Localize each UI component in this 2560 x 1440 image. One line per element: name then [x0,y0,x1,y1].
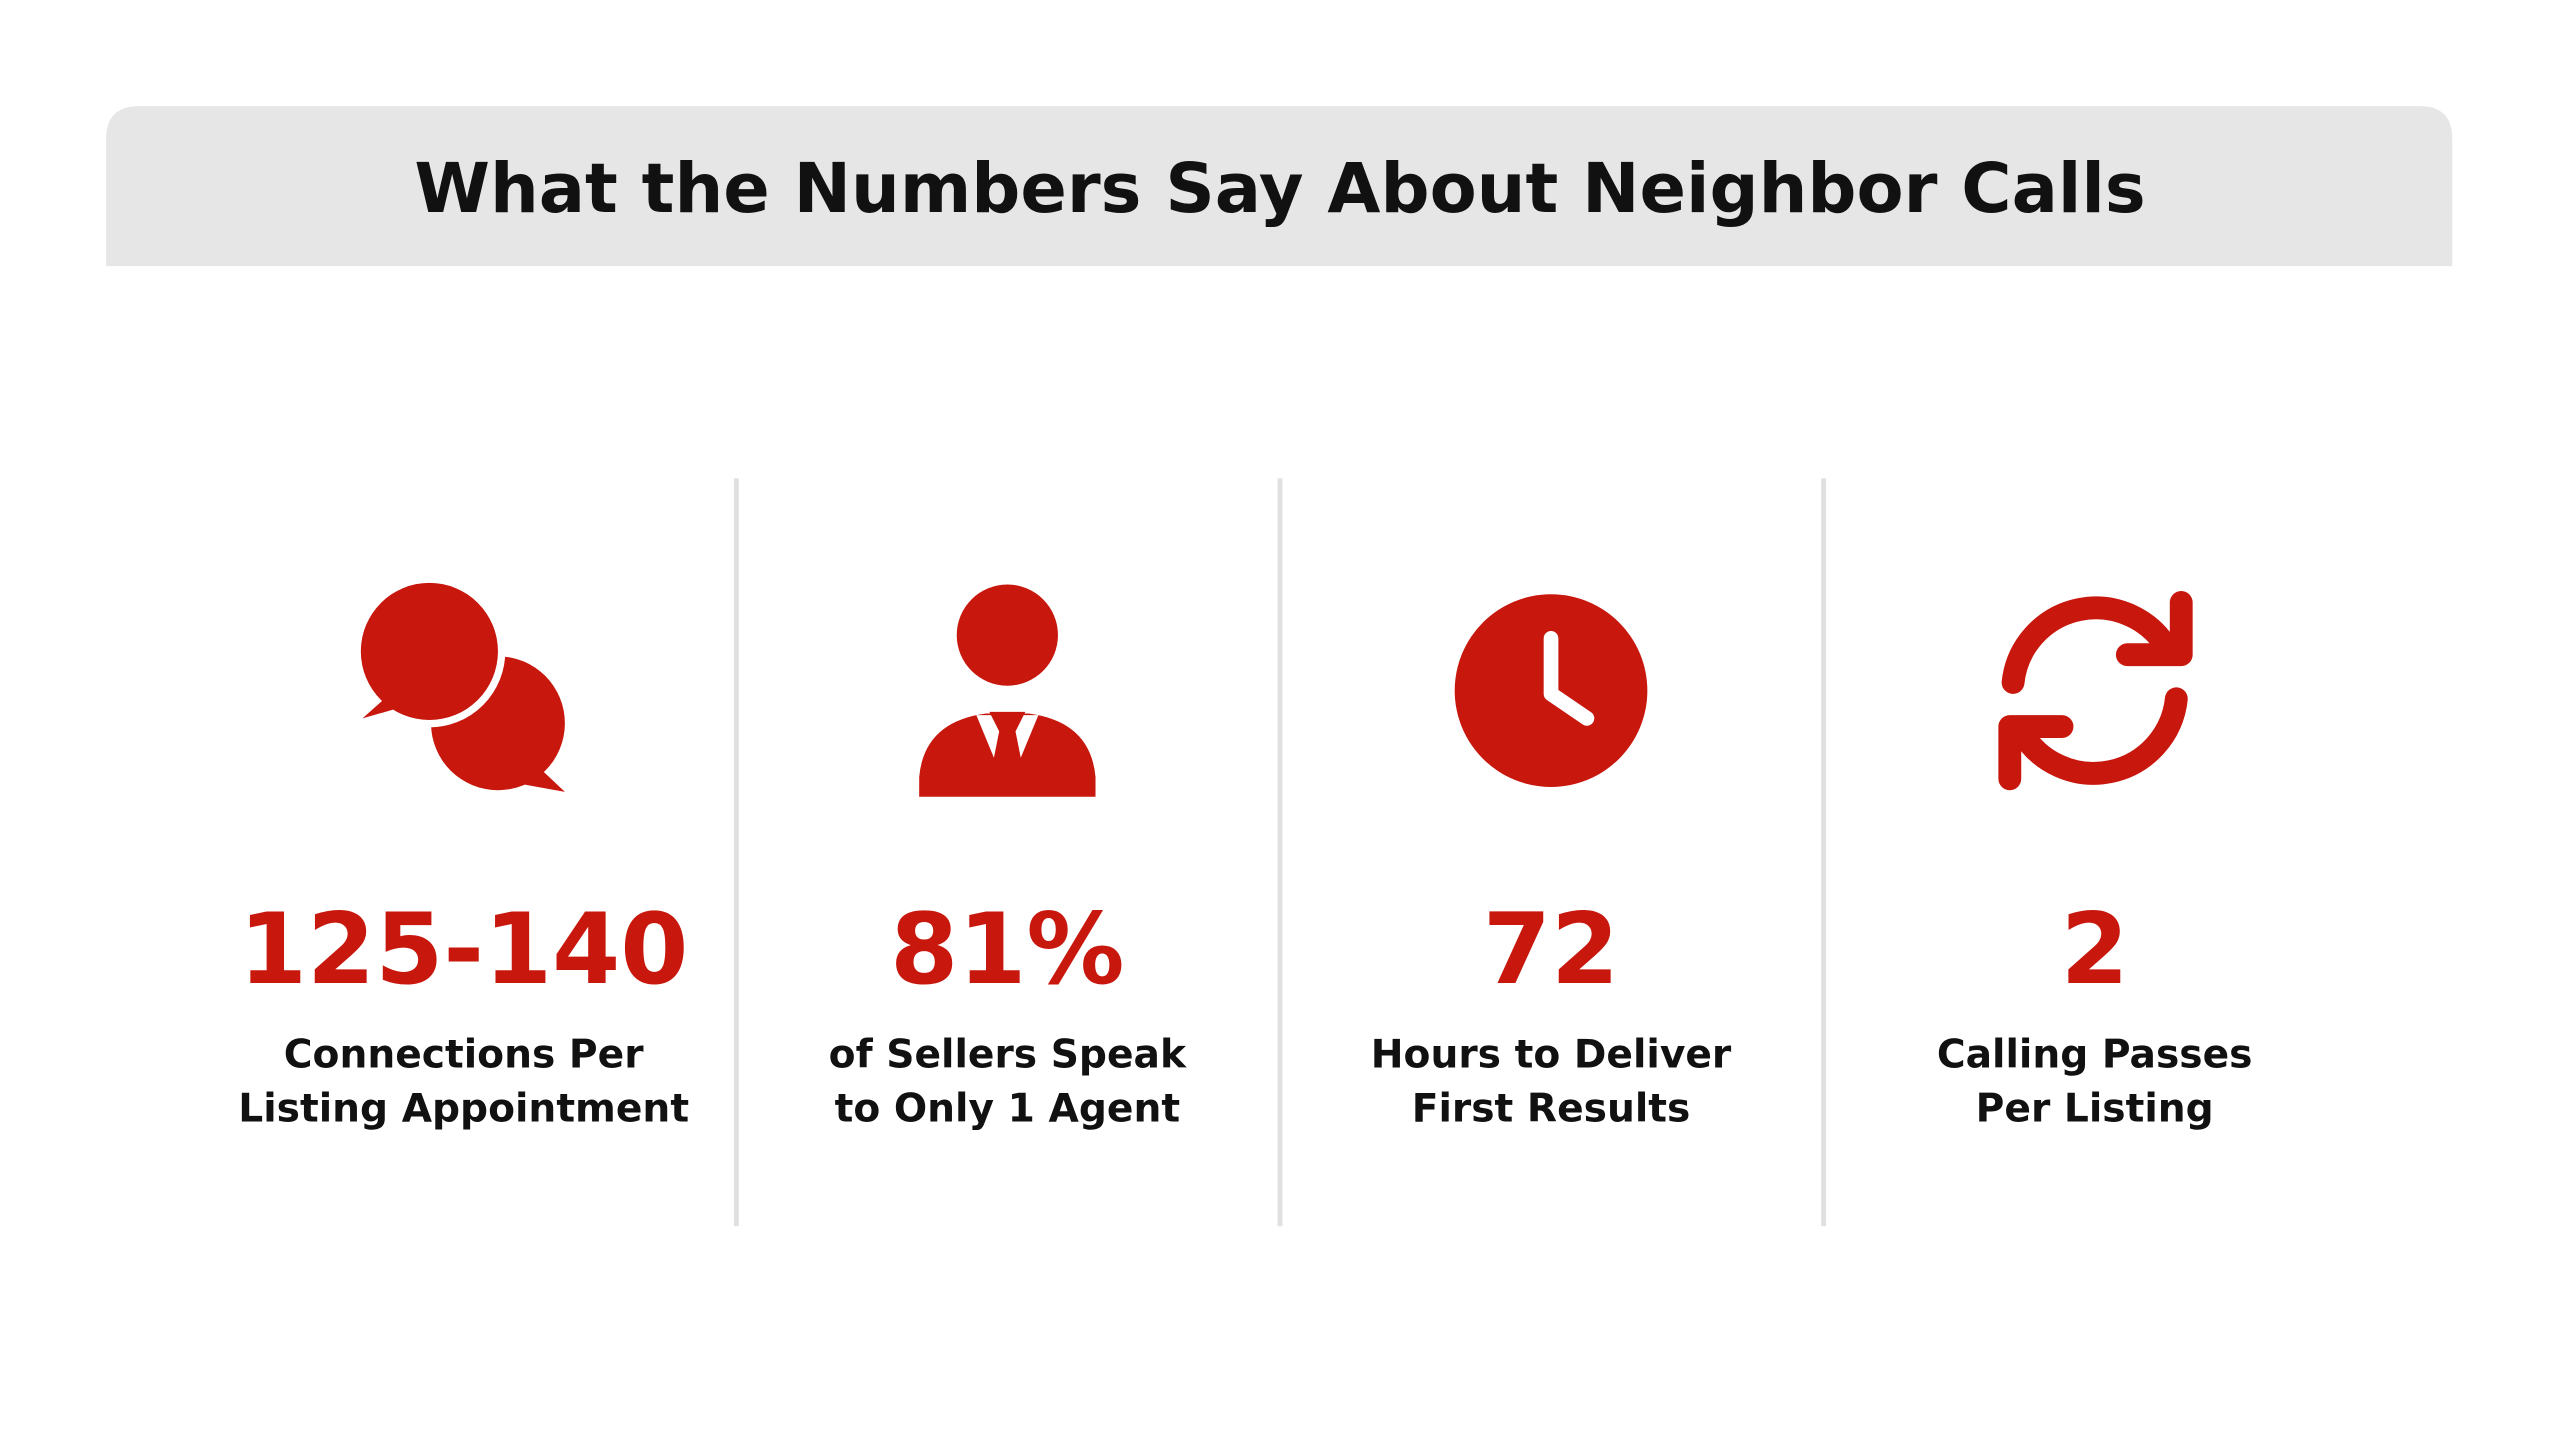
stats: 125-140 Connections Per Listing Appointmen… [238,893,2252,1132]
stat-label: First Results [1412,1087,1691,1132]
stat-label: of Sellers Speak [829,1033,1187,1078]
stat-label: Calling Passes [1937,1033,2253,1078]
chat-icon [353,575,565,792]
stat-label: Listing Appointment [238,1087,689,1132]
header-title: What the Numbers Say About Neighbor Call… [414,149,2145,229]
stat-label: Hours to Deliver [1371,1033,1732,1078]
dividers [733,478,1827,1227]
person-icon [919,584,1096,797]
refresh-icon [1998,591,2193,791]
stat-value: 81% [890,893,1124,1007]
stat-label: Per Listing [1976,1087,2214,1132]
stat-value: 2 [2061,893,2129,1007]
stat-value: 125-140 [239,893,689,1007]
stat-label: to Only 1 Agent [835,1087,1180,1132]
stat-label: Connections Per [284,1033,644,1078]
header-bar [106,106,2453,267]
stat-value: 72 [1483,893,1619,1007]
clock-icon [1454,594,1648,787]
